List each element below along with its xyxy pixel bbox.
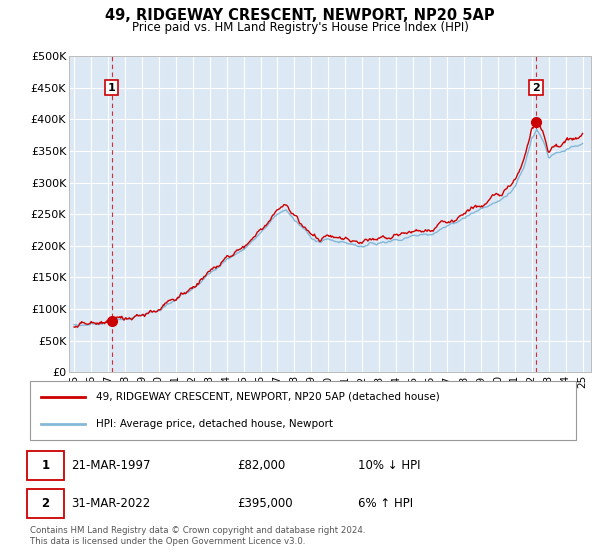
- Text: 10% ↓ HPI: 10% ↓ HPI: [358, 459, 420, 472]
- Text: 6% ↑ HPI: 6% ↑ HPI: [358, 497, 413, 510]
- FancyBboxPatch shape: [27, 489, 64, 517]
- Text: HPI: Average price, detached house, Newport: HPI: Average price, detached house, Newp…: [95, 419, 332, 429]
- Text: £82,000: £82,000: [238, 459, 286, 472]
- Text: 1: 1: [41, 459, 50, 472]
- Text: £395,000: £395,000: [238, 497, 293, 510]
- Text: Price paid vs. HM Land Registry's House Price Index (HPI): Price paid vs. HM Land Registry's House …: [131, 21, 469, 34]
- FancyBboxPatch shape: [27, 451, 64, 480]
- Text: 49, RIDGEWAY CRESCENT, NEWPORT, NP20 5AP: 49, RIDGEWAY CRESCENT, NEWPORT, NP20 5AP: [105, 8, 495, 24]
- Text: 1: 1: [108, 83, 116, 92]
- Text: 49, RIDGEWAY CRESCENT, NEWPORT, NP20 5AP (detached house): 49, RIDGEWAY CRESCENT, NEWPORT, NP20 5AP…: [95, 391, 439, 402]
- FancyBboxPatch shape: [30, 381, 576, 440]
- Text: 21-MAR-1997: 21-MAR-1997: [71, 459, 151, 472]
- Text: Contains HM Land Registry data © Crown copyright and database right 2024.
This d: Contains HM Land Registry data © Crown c…: [30, 526, 365, 546]
- Text: 2: 2: [532, 83, 540, 92]
- Text: 2: 2: [41, 497, 50, 510]
- Text: 31-MAR-2022: 31-MAR-2022: [71, 497, 150, 510]
